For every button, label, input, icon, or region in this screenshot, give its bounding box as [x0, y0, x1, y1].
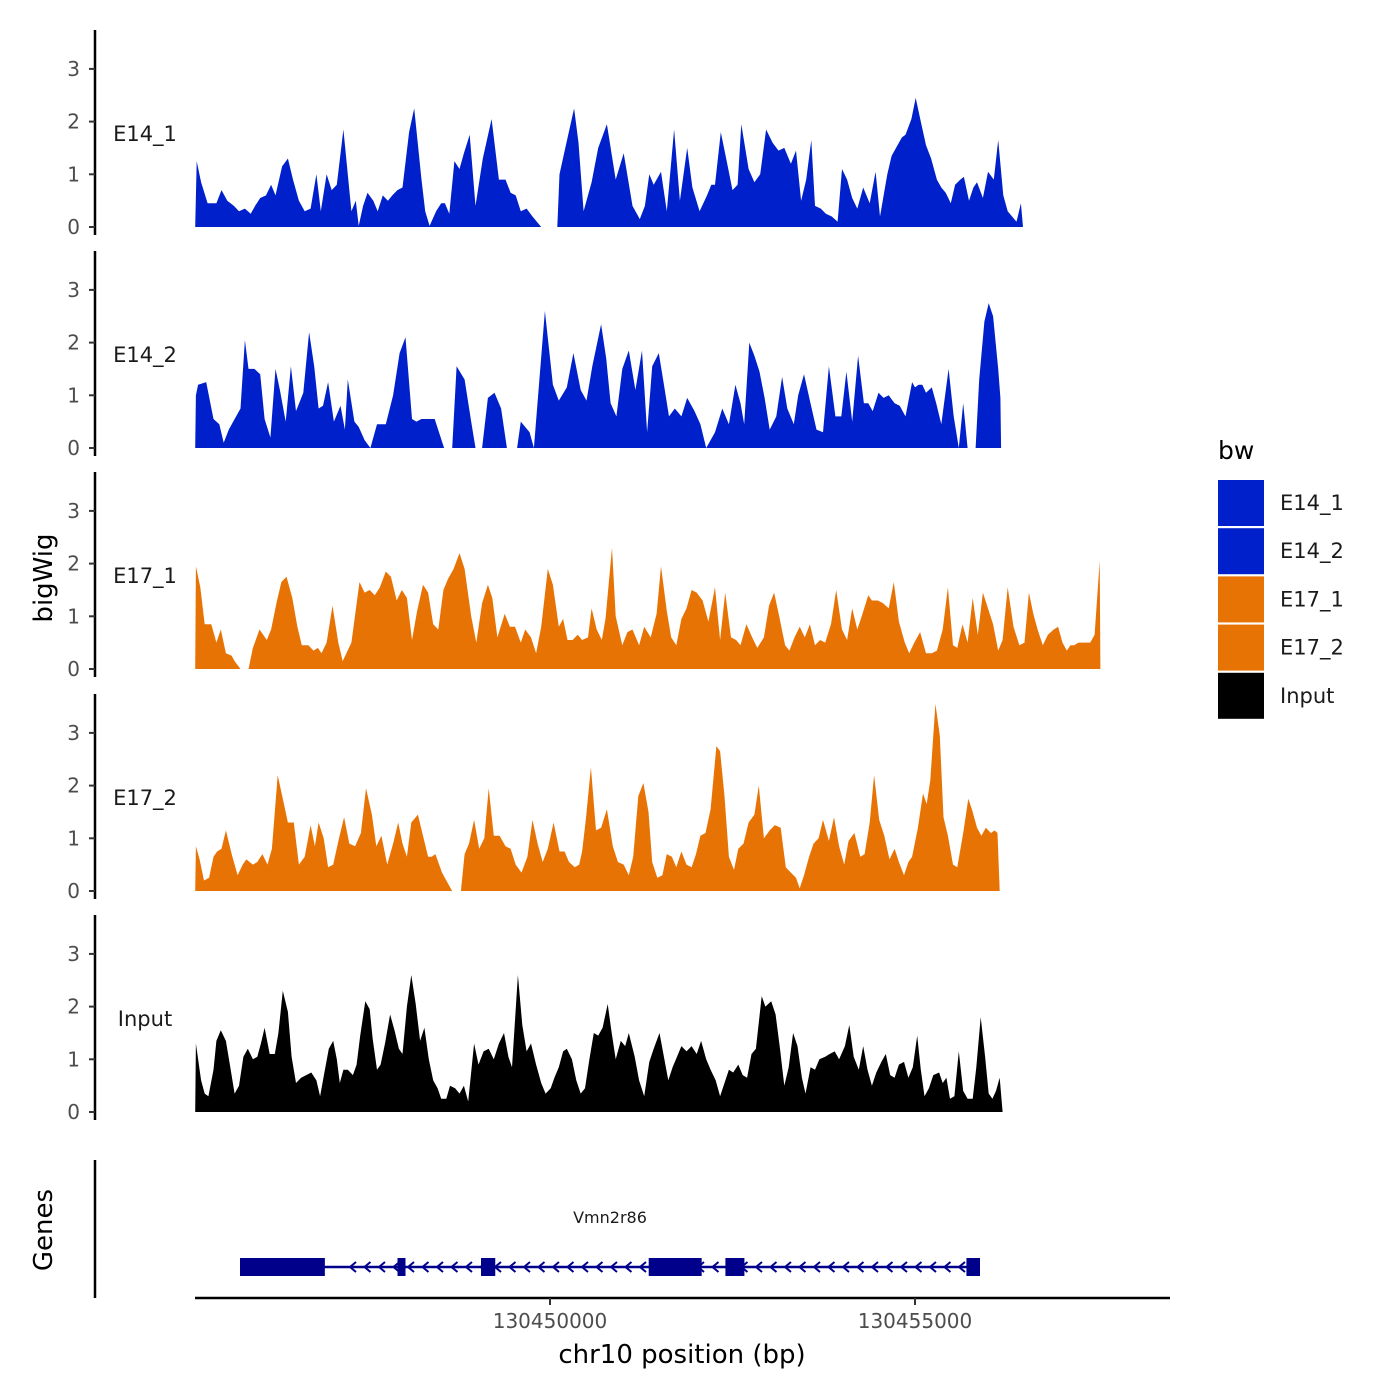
legend-key-E17_1 — [1218, 576, 1264, 623]
y-tick-label: 3 — [67, 278, 80, 302]
legend: bw E14_1 E14_2 E17_1 E17_2 Input — [1218, 436, 1344, 719]
strand-arrow — [609, 1261, 618, 1273]
strand-arrow — [812, 1261, 821, 1273]
y-tick-label: 1 — [67, 826, 80, 850]
legend-label-E14_2: E14_2 — [1280, 539, 1344, 564]
strand-arrow — [551, 1261, 560, 1273]
legend-label-Input: Input — [1280, 684, 1334, 708]
legend-key-E14_2 — [1218, 528, 1264, 575]
track-panel-E14_2: 0 1 2 3 E14_2 — [67, 251, 1002, 460]
track-panel-E17_1: 0 1 2 3 E17_1 — [67, 472, 1101, 681]
strand-arrow — [913, 1261, 923, 1273]
coverage-area-E17_1 — [195, 547, 1101, 669]
track-panel-E14_1: 0 1 2 3 E14_1 — [67, 30, 1023, 239]
strand-arrow — [377, 1261, 386, 1273]
coverage-area-E14_2 — [195, 303, 1002, 448]
strand-arrow — [391, 1261, 401, 1273]
strand-arrow — [899, 1261, 908, 1273]
x-tick-label: 130455000 — [858, 1309, 973, 1333]
gene-label: Vmn2r86 — [573, 1208, 647, 1227]
y-tick-label: 2 — [67, 774, 80, 798]
strand-arrow — [580, 1261, 589, 1273]
strand-arrow — [768, 1261, 778, 1273]
track-label: E17_1 — [113, 564, 177, 589]
legend-title: bw — [1218, 436, 1254, 465]
track-panels: 0 1 2 3 E14_1 0 1 2 3 E14_2 0 1 2 3 E17_1 0 1 2 3 E17_2 0 1 2 3… — [67, 30, 1101, 1124]
y-tick-label: 0 — [67, 1100, 80, 1124]
legend-key-Input — [1218, 672, 1264, 719]
strand-arrow — [783, 1261, 792, 1273]
strand-arrow — [362, 1261, 372, 1273]
y-axis-title: bigWig — [29, 533, 59, 622]
y-tick-label: 3 — [67, 721, 80, 745]
strand-arrow — [565, 1261, 575, 1273]
track-panel-Input: 0 1 2 3 Input — [67, 915, 1003, 1124]
coverage-area-E14_1 — [195, 97, 1023, 228]
y-tick-label: 0 — [67, 215, 80, 239]
legend-label-E17_2: E17_2 — [1280, 636, 1344, 661]
y-tick-label: 2 — [67, 331, 80, 355]
strand-arrow — [464, 1261, 473, 1273]
strand-arrow — [406, 1261, 415, 1273]
x-tick-label: 130450000 — [493, 1309, 608, 1333]
strand-arrow — [870, 1261, 879, 1273]
y-tick-label: 1 — [67, 1047, 80, 1071]
strand-arrow — [710, 1261, 720, 1273]
y-tick-label: 3 — [67, 499, 80, 523]
coverage-area-Input — [195, 975, 1003, 1112]
strand-arrow — [942, 1261, 952, 1273]
strand-arrow — [855, 1261, 865, 1273]
strand-arrow — [957, 1261, 966, 1273]
strand-arrow — [884, 1261, 894, 1273]
strand-arrow — [623, 1261, 633, 1273]
coverage-area-E17_2 — [195, 703, 1000, 891]
legend-label-E14_1: E14_1 — [1280, 491, 1344, 516]
y-tick-label: 0 — [67, 879, 80, 903]
legend-key-E14_1 — [1218, 480, 1264, 526]
y-tick-label: 3 — [67, 57, 80, 81]
gene-exon — [397, 1258, 406, 1276]
gene-exon — [725, 1258, 745, 1276]
strand-arrow — [348, 1261, 357, 1273]
y-tick-label: 2 — [67, 110, 80, 134]
strand-arrow — [420, 1261, 430, 1273]
track-label: E14_2 — [113, 343, 177, 368]
strand-arrow — [507, 1261, 517, 1273]
strand-arrow — [797, 1261, 807, 1273]
genes-track-title: Genes — [29, 1189, 59, 1271]
strand-arrow — [826, 1261, 836, 1273]
genes-track: Vmn2r86 — [93, 1160, 980, 1298]
legend-key-E17_2 — [1218, 624, 1264, 671]
y-tick-label: 1 — [67, 162, 80, 186]
legend-label-E17_1: E17_1 — [1280, 587, 1344, 612]
track-label: E17_2 — [113, 786, 177, 811]
strand-arrow — [754, 1261, 763, 1273]
y-tick-label: 0 — [67, 436, 80, 460]
gene-exon — [240, 1258, 325, 1276]
track-label: E14_1 — [113, 122, 177, 147]
y-tick-label: 0 — [67, 657, 80, 681]
gene-exon — [481, 1258, 496, 1276]
strand-arrow — [536, 1261, 546, 1273]
y-tick-label: 3 — [67, 942, 80, 966]
strand-arrow — [435, 1261, 444, 1273]
gene-exon — [966, 1258, 980, 1276]
strand-arrow — [449, 1261, 459, 1273]
strand-arrow — [841, 1261, 850, 1273]
y-tick-label: 1 — [67, 383, 80, 407]
strand-arrow — [638, 1261, 647, 1273]
x-axis-title: chr10 position (bp) — [558, 1340, 805, 1370]
x-axis: 130450000 130455000 — [195, 1296, 1170, 1333]
track-panel-E17_2: 0 1 2 3 E17_2 — [67, 694, 1000, 903]
track-label: Input — [118, 1007, 172, 1031]
gene-exon — [648, 1258, 702, 1276]
strand-arrow — [522, 1261, 531, 1273]
strand-arrow — [928, 1261, 937, 1273]
y-tick-label: 2 — [67, 995, 80, 1019]
y-tick-label: 1 — [67, 604, 80, 628]
strand-arrow — [594, 1261, 604, 1273]
y-tick-label: 2 — [67, 552, 80, 576]
